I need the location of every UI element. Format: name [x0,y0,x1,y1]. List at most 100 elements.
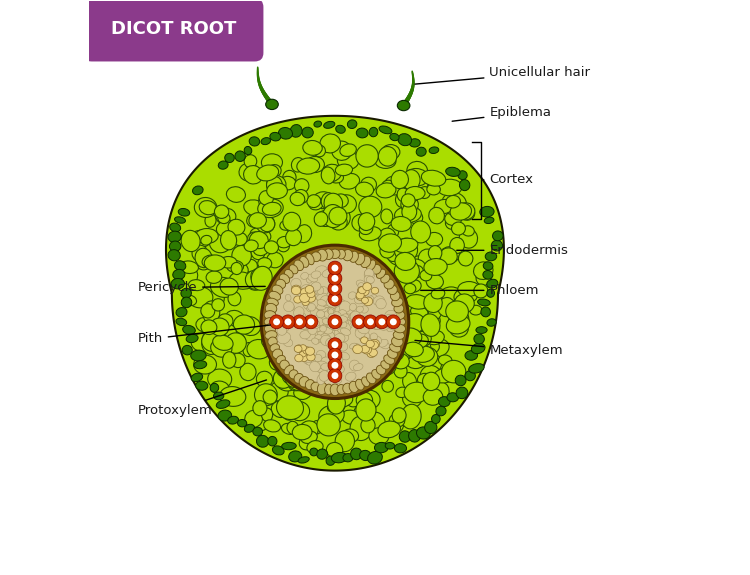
Ellipse shape [465,371,476,381]
Ellipse shape [328,274,339,282]
Ellipse shape [195,228,218,244]
Ellipse shape [334,376,342,384]
Ellipse shape [387,350,398,358]
Ellipse shape [251,243,266,260]
Ellipse shape [362,297,368,304]
Text: Phloem: Phloem [421,284,539,297]
Ellipse shape [310,308,319,316]
Ellipse shape [350,251,358,262]
Ellipse shape [332,453,347,463]
Ellipse shape [319,334,330,343]
Ellipse shape [362,346,371,354]
Ellipse shape [454,294,474,313]
Ellipse shape [215,323,236,344]
Ellipse shape [285,362,308,381]
Ellipse shape [393,331,404,339]
Ellipse shape [337,312,347,320]
Ellipse shape [309,197,323,210]
Ellipse shape [201,320,217,335]
Ellipse shape [371,264,381,274]
Ellipse shape [244,259,257,272]
Ellipse shape [328,309,334,315]
Ellipse shape [177,262,194,278]
Ellipse shape [439,397,450,407]
Ellipse shape [254,417,268,431]
Ellipse shape [474,334,484,344]
Ellipse shape [405,186,425,200]
Ellipse shape [327,308,334,313]
Ellipse shape [228,219,245,235]
Ellipse shape [296,225,312,243]
Ellipse shape [208,369,232,389]
Ellipse shape [262,408,273,421]
Ellipse shape [306,294,316,302]
Ellipse shape [305,156,325,172]
FancyBboxPatch shape [83,0,263,62]
Ellipse shape [322,331,334,343]
Ellipse shape [202,255,218,268]
Ellipse shape [288,376,304,391]
Ellipse shape [458,282,480,296]
Ellipse shape [474,284,488,298]
Ellipse shape [308,304,316,311]
Ellipse shape [388,285,398,294]
Ellipse shape [392,417,404,432]
Ellipse shape [308,298,318,309]
Ellipse shape [285,368,302,388]
Ellipse shape [220,231,237,250]
Ellipse shape [299,377,309,387]
Ellipse shape [336,195,356,213]
Ellipse shape [253,401,267,416]
Ellipse shape [316,310,325,318]
Ellipse shape [233,315,254,334]
Ellipse shape [303,355,313,365]
Ellipse shape [188,287,213,308]
Ellipse shape [420,366,442,389]
Ellipse shape [176,318,187,325]
Ellipse shape [422,372,439,390]
Ellipse shape [307,290,315,298]
Ellipse shape [244,424,254,432]
Ellipse shape [326,338,335,348]
Ellipse shape [253,427,262,436]
Ellipse shape [375,154,396,168]
Ellipse shape [406,179,427,198]
Ellipse shape [404,382,429,402]
Ellipse shape [360,332,370,340]
Ellipse shape [379,339,388,347]
Ellipse shape [322,316,331,322]
Ellipse shape [308,319,314,325]
Ellipse shape [374,442,388,453]
Ellipse shape [270,315,284,329]
Ellipse shape [356,379,364,390]
Ellipse shape [329,214,347,230]
Ellipse shape [420,270,432,281]
Ellipse shape [332,296,338,302]
Ellipse shape [487,319,496,326]
Ellipse shape [358,282,364,289]
Ellipse shape [307,354,315,361]
Ellipse shape [372,370,381,379]
Ellipse shape [265,324,276,334]
Ellipse shape [292,315,307,329]
Ellipse shape [194,355,217,374]
Ellipse shape [307,305,313,312]
Ellipse shape [362,325,370,331]
Ellipse shape [314,354,322,362]
Ellipse shape [322,300,333,307]
Ellipse shape [450,203,472,220]
Ellipse shape [423,313,440,329]
Ellipse shape [447,393,458,402]
Ellipse shape [317,331,327,338]
Ellipse shape [316,350,326,358]
Ellipse shape [317,374,325,385]
Ellipse shape [294,346,302,352]
Ellipse shape [355,253,364,265]
Ellipse shape [330,384,340,396]
Ellipse shape [325,384,332,395]
Ellipse shape [223,352,236,368]
Ellipse shape [277,326,286,335]
Ellipse shape [303,140,322,155]
Ellipse shape [335,431,355,452]
Ellipse shape [421,314,440,336]
